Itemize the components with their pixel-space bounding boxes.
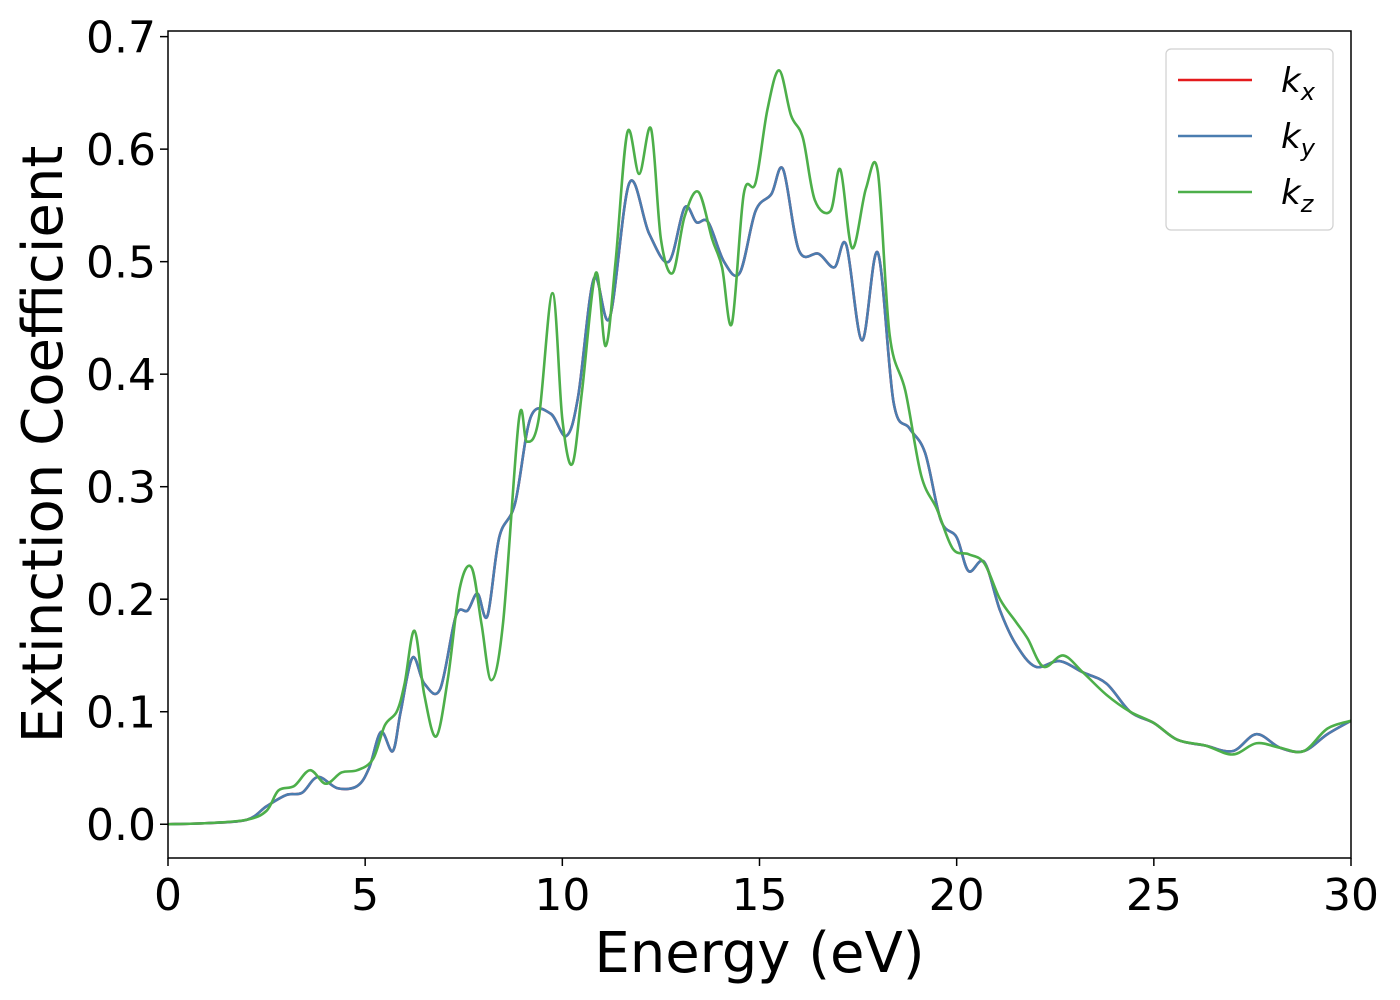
series-line-kx [168, 166, 1351, 826]
y-tick-label: 0.7 [86, 13, 156, 64]
x-axis-title: Energy (eV) [594, 921, 924, 986]
y-axis: 0.0 0.1 0.2 0.3 0.4 0.5 0.6 0.7 [86, 13, 168, 851]
x-tick-label: 5 [351, 870, 379, 921]
y-tick-label: 0.4 [86, 350, 156, 401]
series-line-ky [168, 166, 1351, 826]
y-tick-label: 0.5 [86, 238, 156, 289]
y-tick-label: 0.2 [86, 575, 156, 626]
legend: kx ky kz [1165, 48, 1334, 231]
x-tick-label: 20 [929, 870, 985, 921]
legend-label-kx: kx [1281, 61, 1316, 106]
x-tick-label: 30 [1323, 870, 1379, 921]
y-tick-label: 0.1 [86, 688, 156, 739]
legend-label-kz: kz [1281, 173, 1315, 218]
x-axis: 0 5 10 15 20 25 30 [154, 858, 1379, 921]
y-axis-title: Extinction Coefficient [11, 146, 76, 744]
x-tick-label: 25 [1126, 870, 1182, 921]
y-tick-label: 0.0 [86, 800, 156, 851]
y-tick-label: 0.3 [86, 463, 156, 514]
series-line-kz [168, 69, 1351, 826]
x-tick-label: 15 [732, 870, 788, 921]
legend-box [1165, 48, 1334, 231]
x-tick-label: 0 [154, 870, 182, 921]
x-tick-label: 10 [534, 870, 590, 921]
y-tick-label: 0.6 [86, 125, 156, 176]
plot-area [168, 69, 1351, 826]
legend-label-ky: ky [1281, 117, 1316, 162]
